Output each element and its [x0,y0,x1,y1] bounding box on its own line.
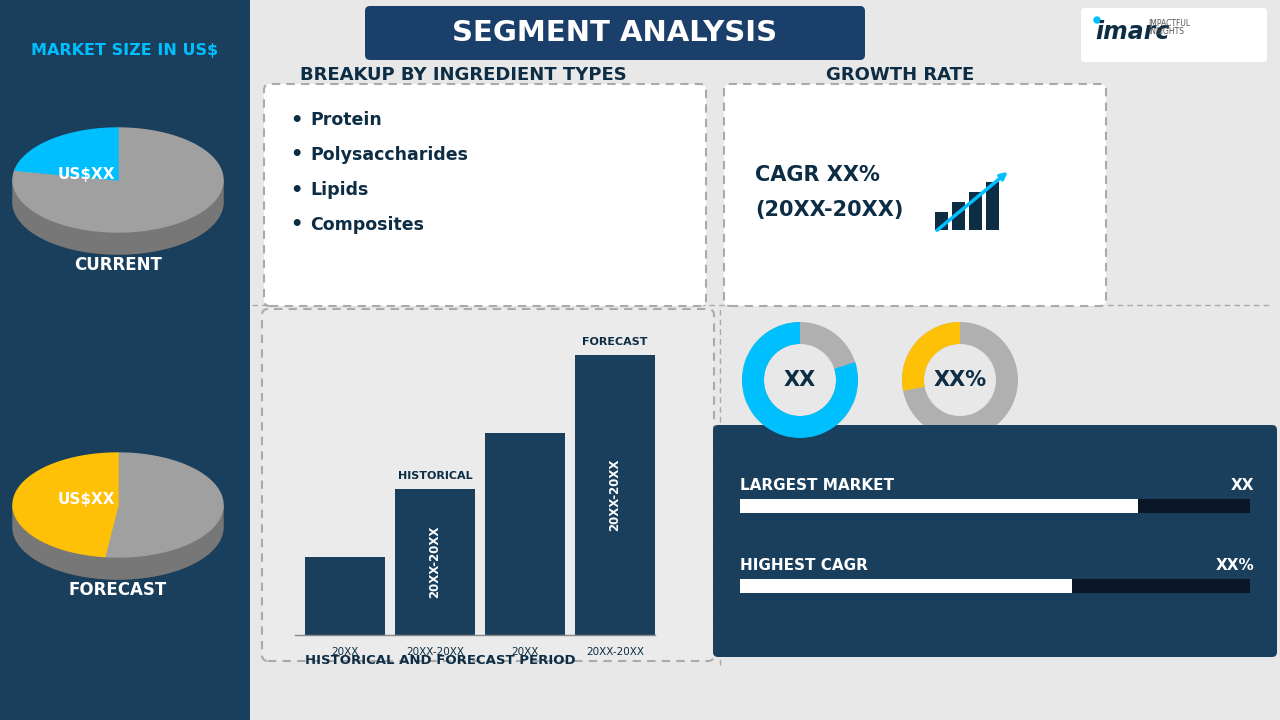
Text: XX: XX [1230,477,1254,492]
FancyBboxPatch shape [713,425,1277,657]
Text: US$XX: US$XX [58,167,115,182]
Text: LARGEST MARKET: LARGEST MARKET [740,477,893,492]
Text: (20XX-20XX): (20XX-20XX) [755,200,904,220]
FancyBboxPatch shape [264,84,707,306]
Text: GROWTH RATE: GROWTH RATE [826,66,974,84]
Text: •: • [291,215,302,235]
FancyBboxPatch shape [724,84,1106,306]
FancyBboxPatch shape [575,355,655,635]
Polygon shape [13,180,223,254]
Text: •: • [291,110,302,130]
Text: HISTORICAL AND FORECAST PERIOD: HISTORICAL AND FORECAST PERIOD [305,654,575,667]
Text: •: • [291,181,302,199]
FancyBboxPatch shape [969,192,982,230]
Wedge shape [902,322,1018,438]
Wedge shape [742,322,858,438]
FancyBboxPatch shape [365,6,865,60]
Text: CURRENT: CURRENT [74,256,163,274]
Text: Composites: Composites [310,216,424,234]
Polygon shape [13,453,118,557]
Text: US$XX: US$XX [58,492,115,508]
Text: 20XX-20XX: 20XX-20XX [608,459,622,531]
Polygon shape [15,128,118,180]
Polygon shape [13,150,223,254]
Text: MARKET SIZE IN US$: MARKET SIZE IN US$ [32,42,219,58]
Polygon shape [13,475,223,579]
Text: HIGHEST CAGR: HIGHEST CAGR [740,557,868,572]
Circle shape [1094,17,1100,23]
Text: Lipids: Lipids [310,181,369,199]
Text: Protein: Protein [310,111,381,129]
FancyBboxPatch shape [396,490,475,635]
Text: 20XX: 20XX [511,647,539,657]
FancyBboxPatch shape [485,433,564,635]
Text: FORECAST: FORECAST [582,337,648,347]
Wedge shape [902,322,960,391]
Polygon shape [105,453,223,557]
Text: XX%: XX% [1215,557,1254,572]
Text: •: • [291,145,302,164]
Text: BREAKUP BY INGREDIENT TYPES: BREAKUP BY INGREDIENT TYPES [300,66,627,84]
FancyBboxPatch shape [740,579,1071,593]
Polygon shape [13,128,223,232]
Text: SEGMENT ANALYSIS: SEGMENT ANALYSIS [452,19,777,47]
Wedge shape [742,322,858,438]
FancyBboxPatch shape [1082,8,1267,62]
Text: XX%: XX% [933,370,987,390]
Text: 20XX-20XX: 20XX-20XX [406,647,465,657]
Polygon shape [0,0,250,720]
Text: 20XX-20XX: 20XX-20XX [429,526,442,598]
FancyBboxPatch shape [1071,579,1251,593]
Polygon shape [13,505,223,579]
Text: FORECAST: FORECAST [69,581,168,599]
Text: Polysaccharides: Polysaccharides [310,146,468,164]
FancyBboxPatch shape [252,65,1272,665]
Text: 20XX: 20XX [332,647,358,657]
Text: 20XX-20XX: 20XX-20XX [586,647,644,657]
Text: HISTORICAL: HISTORICAL [398,472,472,482]
FancyBboxPatch shape [740,499,1138,513]
Text: IMPACTFUL: IMPACTFUL [1148,19,1190,27]
FancyBboxPatch shape [986,182,998,230]
FancyBboxPatch shape [952,202,965,230]
FancyBboxPatch shape [934,212,948,230]
Text: XX: XX [783,370,817,390]
FancyBboxPatch shape [305,557,385,635]
FancyBboxPatch shape [1138,499,1251,513]
Text: INSIGHTS: INSIGHTS [1148,27,1184,35]
Text: imarc: imarc [1094,20,1170,44]
Text: CAGR XX%: CAGR XX% [755,165,879,185]
FancyBboxPatch shape [262,309,714,661]
